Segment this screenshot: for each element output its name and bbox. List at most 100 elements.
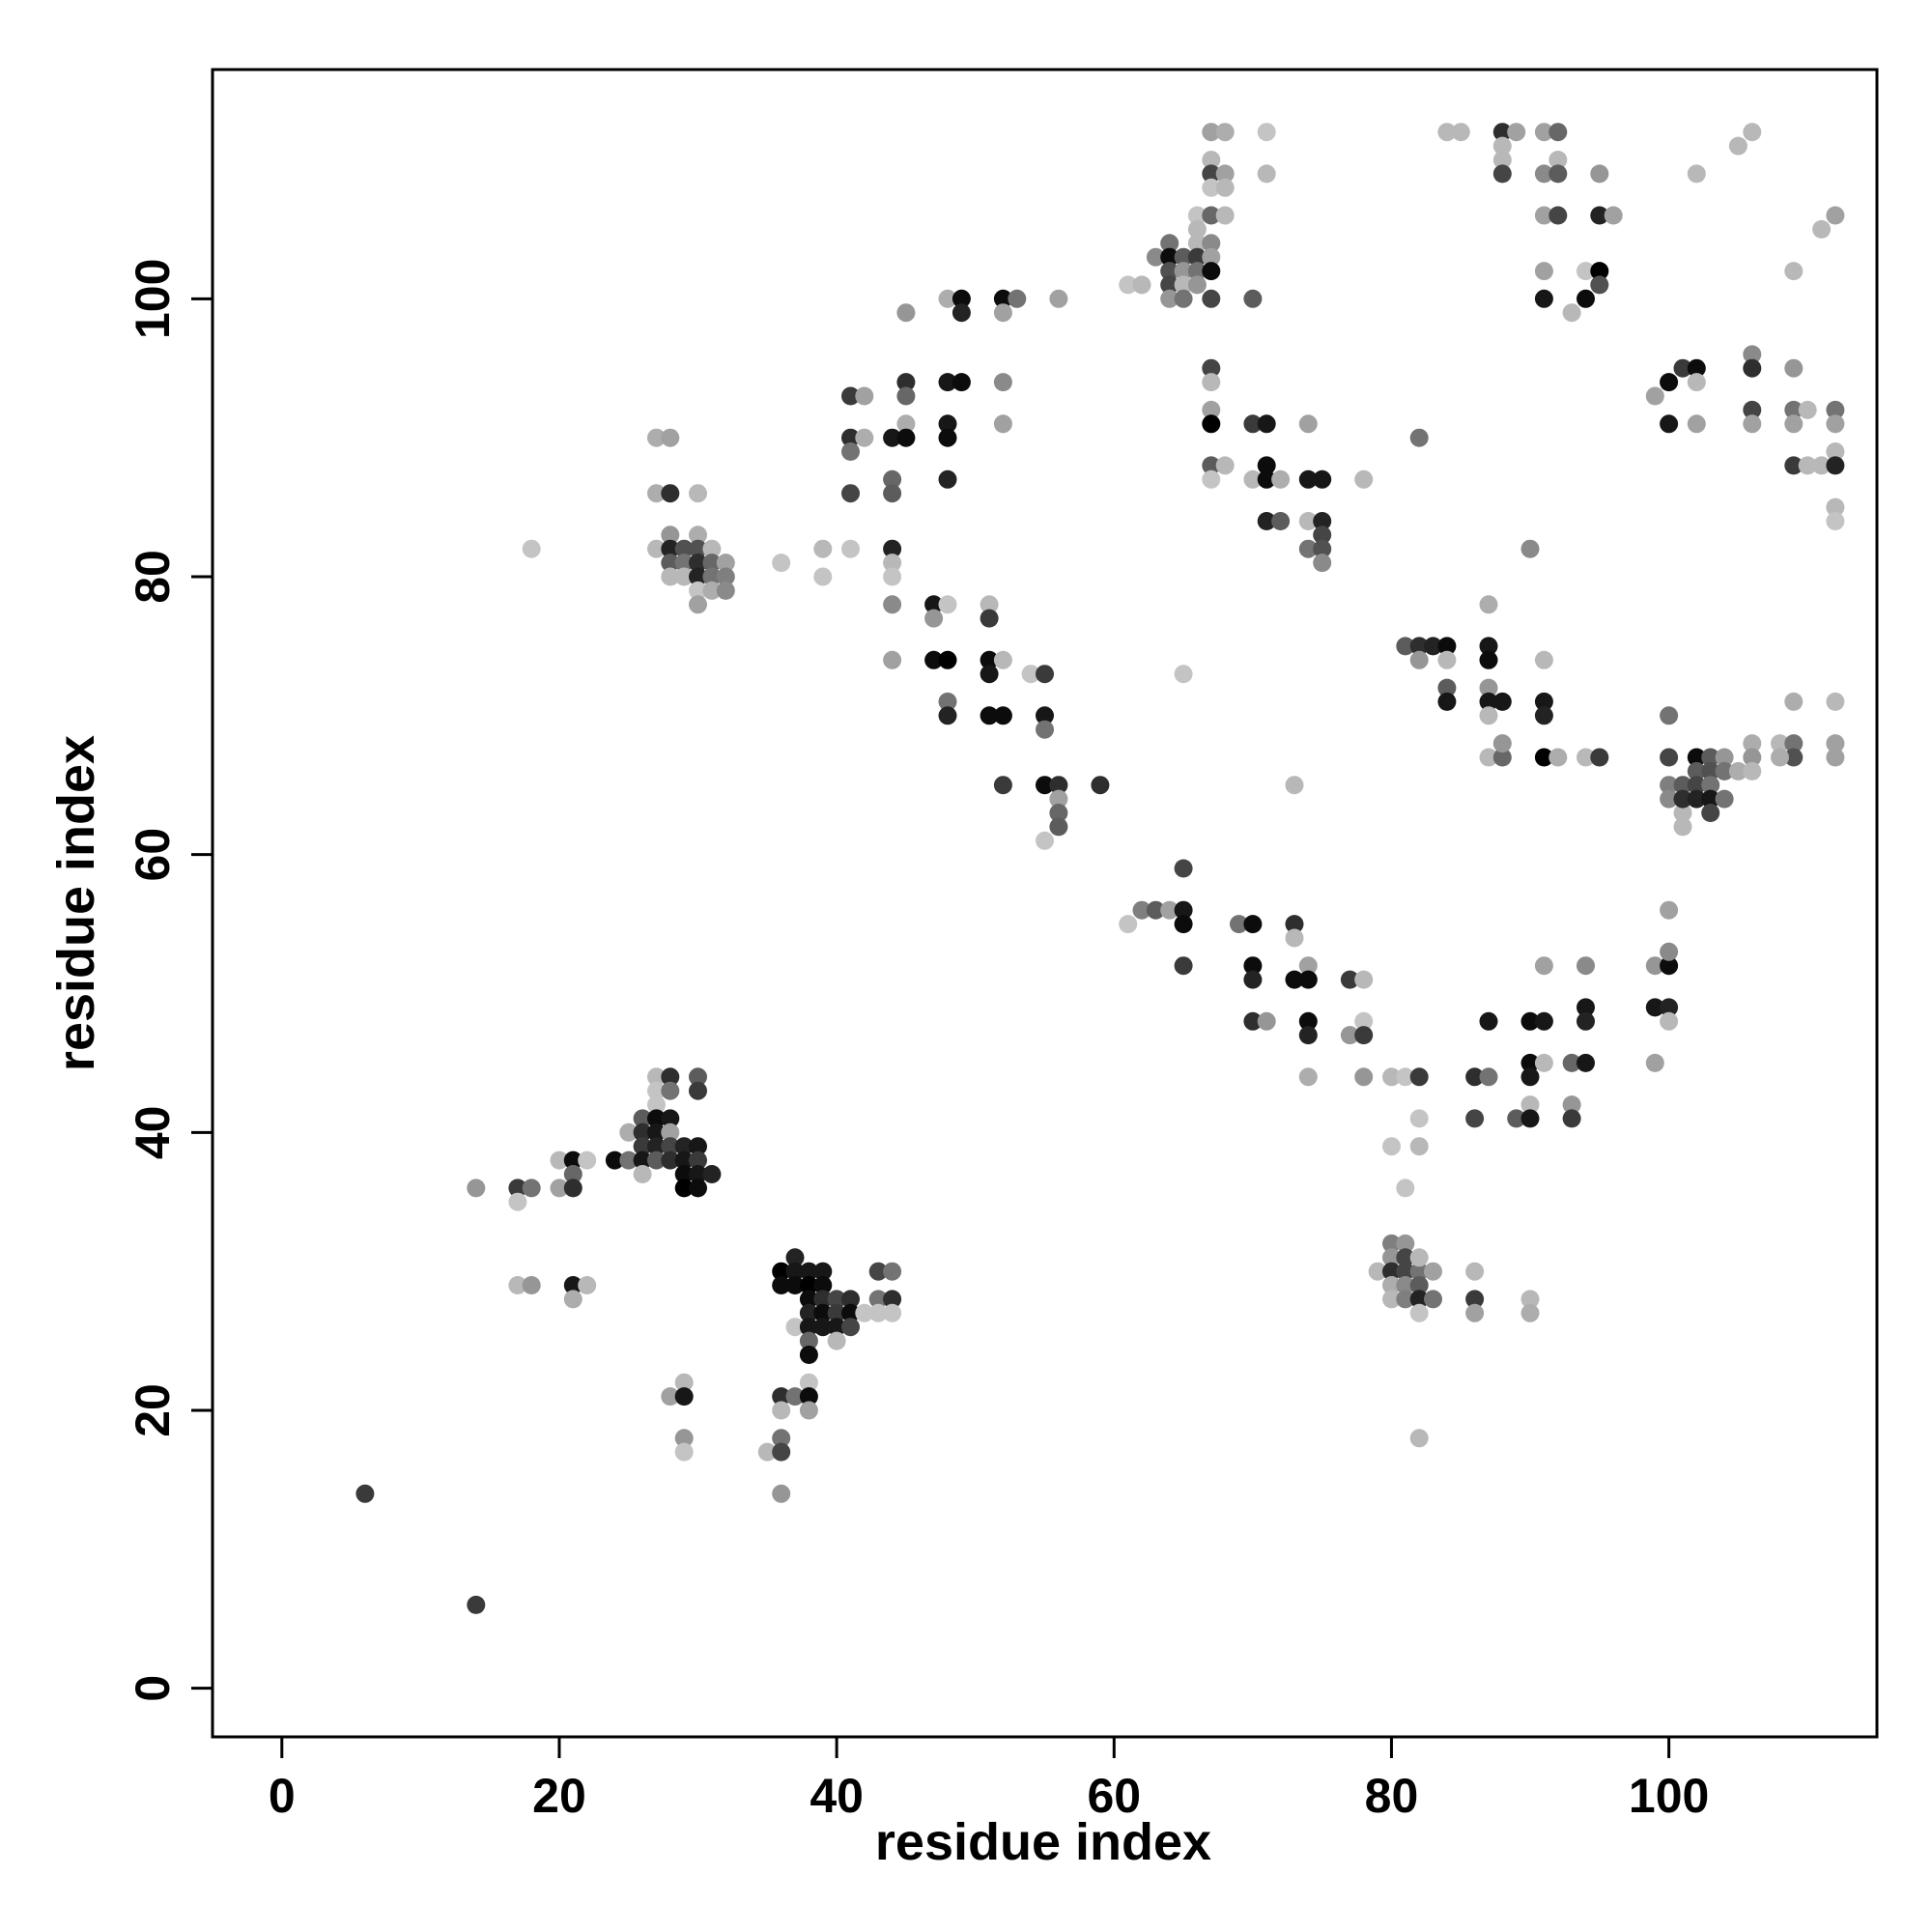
data-point-85 <box>827 1331 846 1350</box>
data-point-111 <box>689 554 707 573</box>
data-point-392 <box>1743 345 1762 364</box>
data-point-396 <box>1784 358 1804 378</box>
data-point-389 <box>1687 373 1706 392</box>
data-point-18 <box>619 1122 639 1142</box>
data-point-330 <box>1465 1303 1485 1322</box>
data-point-109 <box>689 526 707 545</box>
data-point-12 <box>563 1179 582 1198</box>
data-point-421 <box>1673 817 1692 837</box>
data-point-4 <box>508 1192 527 1211</box>
data-point-302 <box>1660 956 1679 976</box>
y-tick-label-100: 100 <box>126 259 180 339</box>
x-tick-label-80: 80 <box>1365 1769 1419 1823</box>
data-point-139 <box>883 595 902 614</box>
data-point-398 <box>1798 400 1817 419</box>
data-point-162 <box>924 609 944 628</box>
data-point-308 <box>1645 1053 1664 1072</box>
data-point-327 <box>1409 1429 1429 1448</box>
data-point-93 <box>883 1262 902 1281</box>
data-point-296 <box>1577 1011 1595 1031</box>
data-point-316 <box>1396 1248 1415 1267</box>
data-point-192 <box>1160 275 1179 295</box>
data-point-79 <box>813 1290 833 1309</box>
data-point-348 <box>1479 692 1498 711</box>
data-point-64 <box>785 1276 805 1294</box>
data-point-217 <box>1257 123 1276 142</box>
data-point-298 <box>1562 1109 1581 1128</box>
data-point-350 <box>1479 706 1498 725</box>
data-point-220 <box>1202 358 1221 378</box>
data-point-154 <box>993 289 1012 308</box>
data-point-420 <box>1673 804 1692 822</box>
data-point-318 <box>1396 1276 1415 1294</box>
data-point-290 <box>1520 1067 1540 1087</box>
data-point-24 <box>633 1165 652 1183</box>
data-point-240 <box>1313 526 1332 545</box>
data-point-443 <box>1784 692 1804 711</box>
data-point-161 <box>938 595 957 614</box>
data-point-60 <box>772 1262 791 1281</box>
data-point-315 <box>1396 1234 1415 1253</box>
data-point-108 <box>689 484 707 503</box>
data-point-62 <box>785 1248 805 1267</box>
data-point-353 <box>1492 734 1512 753</box>
data-point-304 <box>1660 900 1679 920</box>
data-point-218 <box>1257 164 1276 184</box>
data-point-216 <box>1202 289 1221 308</box>
data-point-312 <box>1382 1262 1401 1281</box>
data-point-244 <box>1354 469 1374 489</box>
data-point-300 <box>1577 956 1595 976</box>
data-point-407 <box>1826 497 1845 517</box>
data-point-124 <box>813 539 833 558</box>
data-point-213 <box>1202 234 1221 253</box>
data-point-49 <box>661 1387 680 1406</box>
data-point-128 <box>855 386 874 406</box>
data-point-378 <box>1534 262 1553 281</box>
data-point-196 <box>1174 275 1193 295</box>
data-point-66 <box>785 1387 805 1406</box>
data-point-7 <box>522 1276 541 1294</box>
data-point-232 <box>1271 469 1291 489</box>
data-point-176 <box>1036 706 1054 725</box>
data-point-29 <box>647 1122 666 1142</box>
data-point-57 <box>772 1429 791 1448</box>
y-tick-label-40: 40 <box>126 1106 180 1160</box>
data-point-235 <box>1298 414 1318 434</box>
data-point-2 <box>467 1179 486 1198</box>
data-point-328 <box>1465 1262 1485 1281</box>
data-point-103 <box>661 554 680 573</box>
data-point-170 <box>993 650 1012 669</box>
data-point-30 <box>647 1137 666 1156</box>
data-point-297 <box>1562 1095 1581 1115</box>
data-point-381 <box>1590 275 1609 295</box>
data-point-263 <box>1298 956 1318 976</box>
data-point-42 <box>689 1067 707 1087</box>
data-point-9 <box>550 1179 569 1198</box>
data-point-256 <box>1243 956 1263 976</box>
data-point-370 <box>1534 164 1553 184</box>
data-point-320 <box>1409 1262 1429 1281</box>
data-point-110 <box>689 539 707 558</box>
data-point-151 <box>938 414 957 434</box>
data-point-237 <box>1313 469 1332 489</box>
data-point-99 <box>661 484 680 503</box>
data-point-173 <box>993 706 1012 725</box>
data-point-89 <box>855 1303 874 1322</box>
data-point-165 <box>938 692 957 711</box>
data-point-358 <box>1548 748 1568 767</box>
data-point-127 <box>841 386 860 406</box>
data-point-414 <box>1826 206 1845 225</box>
data-point-351 <box>1479 748 1498 767</box>
data-point-399 <box>1784 414 1804 434</box>
data-point-428 <box>1701 761 1720 781</box>
data-point-372 <box>1548 164 1568 184</box>
data-point-415 <box>1660 706 1679 725</box>
data-point-233 <box>1257 512 1276 530</box>
data-point-32 <box>661 1067 680 1087</box>
y-tick-label-80: 80 <box>126 550 180 604</box>
data-point-438 <box>1743 761 1762 781</box>
data-point-36 <box>661 1137 680 1156</box>
data-point-441 <box>1784 748 1804 767</box>
data-point-137 <box>883 554 902 573</box>
data-point-403 <box>1826 400 1845 419</box>
